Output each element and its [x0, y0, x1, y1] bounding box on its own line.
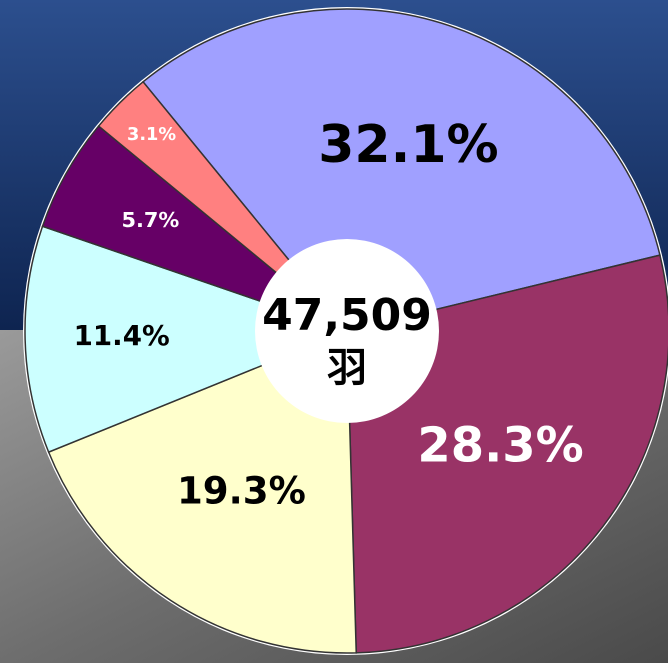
data-label: 5.7% — [121, 208, 179, 232]
data-label: 11.4% — [74, 319, 170, 352]
chart: 32.1% 28.3% 19.3% 11.4% 5.7% 3.1% 47,509 羽 — [0, 0, 668, 663]
data-label: 32.1% — [318, 115, 498, 175]
data-label: 3.1% — [127, 125, 176, 145]
data-label: 28.3% — [417, 417, 583, 473]
data-label: 19.3% — [177, 469, 306, 512]
center-label: 47,509 — [262, 290, 432, 341]
center-unit: 羽 — [327, 345, 367, 391]
